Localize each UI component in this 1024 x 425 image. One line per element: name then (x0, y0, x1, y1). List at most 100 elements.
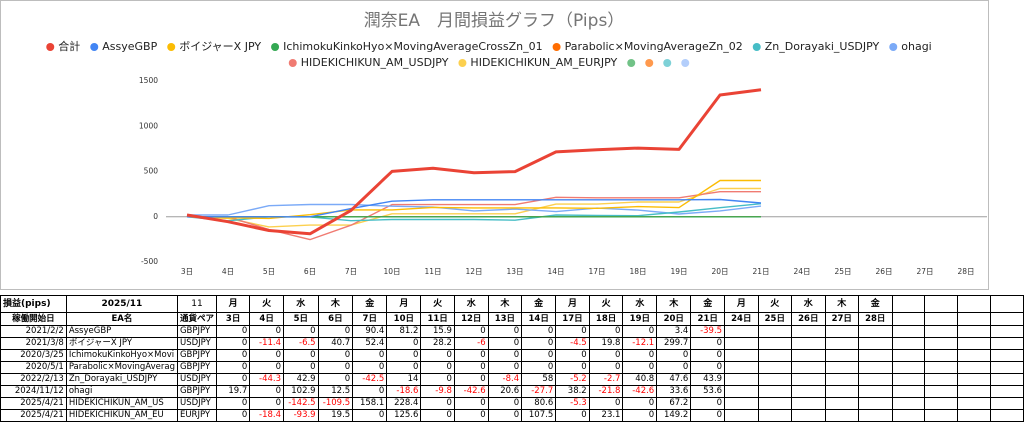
empty-cell (957, 312, 992, 326)
pips-value: 0 (453, 325, 489, 338)
series-line (187, 198, 762, 218)
empty-cell (924, 373, 959, 386)
pips-value: 0 (249, 325, 284, 338)
ea-name: HIDEKICHIKUN_AM_EU (65, 409, 178, 422)
empty-cell (924, 409, 959, 422)
empty-cell (990, 373, 1024, 386)
pips-value: 0 (317, 349, 354, 362)
pips-value: 0 (283, 349, 319, 362)
pips-value: 0 (555, 325, 590, 338)
empty-cell (791, 337, 826, 350)
currency-pair: USDJPY (176, 397, 217, 410)
ea-name: ohagi (65, 385, 178, 398)
pips-value: 149.2 (656, 409, 692, 422)
column-header: 稼働開始日 (0, 312, 67, 326)
chart-frame (0, 0, 989, 290)
pips-value: 0 (249, 349, 284, 362)
pips-value: 0 (317, 361, 354, 374)
pips-value: 0 (588, 361, 624, 374)
pips-value: 0 (352, 361, 388, 374)
pips-value: -9.8 (420, 385, 455, 398)
pips-value: 3.4 (656, 325, 692, 338)
x-tick-label: 24日 (793, 267, 810, 276)
pips-value: 0 (690, 361, 726, 374)
pips-value: 0 (453, 373, 489, 386)
date-header: 28日 (858, 312, 893, 326)
currency-pair: GBPJPY (176, 361, 217, 374)
empty-cell (858, 361, 893, 374)
sheet-row: 2022/2/13 Zn_Dorayaki_USDJPY USDJPY 0 -44.3 4… (0, 373, 1024, 386)
empty-cell (757, 349, 793, 362)
pips-value: 0 (249, 397, 284, 410)
sheet-row: 2025/4/21 HIDEKICHIKUN_AM_US USDJPY 0 0 -142.… (0, 397, 1024, 410)
ea-name: Parabolic×MovingAverag (65, 361, 178, 374)
x-tick-label: 20日 (711, 267, 728, 276)
series-line (186, 187, 761, 228)
pips-value: 0 (588, 325, 624, 338)
empty-cell (791, 397, 826, 410)
empty-cell (858, 409, 893, 422)
date-header: 25日 (757, 312, 793, 326)
pips-value: 12.5 (317, 385, 354, 398)
start-date: 2020/5/1 (0, 361, 67, 374)
pips-value: 43.9 (690, 373, 726, 386)
empty-cell (724, 325, 759, 338)
date-header: 7日 (352, 312, 388, 326)
pips-value: 0 (215, 325, 251, 338)
date-header: 17日 (555, 312, 590, 326)
pips-value: 42.9 (283, 373, 319, 386)
date-header: 5日 (283, 312, 319, 326)
empty-cell (990, 295, 1024, 313)
pips-value: 0 (453, 361, 489, 374)
empty-cell (891, 361, 926, 374)
start-date: 2021/2/2 (0, 325, 67, 338)
legend-marker (288, 59, 297, 67)
empty-cell (858, 373, 893, 386)
weekday-header: 木 (487, 295, 523, 313)
pips-value: 0 (555, 361, 590, 374)
pips-value: 0 (521, 337, 557, 350)
empty-cell (957, 409, 992, 422)
empty-cell (891, 409, 926, 422)
legend-marker (271, 43, 280, 51)
legend-marker (681, 59, 690, 67)
legend-label: HIDEKICHIKUN_AM_EURJPY (470, 56, 617, 69)
currency-pair: GBPJPY (176, 325, 217, 338)
empty-cell (990, 397, 1024, 410)
pips-value: -39.5 (690, 325, 726, 338)
weekday-header: 月 (555, 295, 590, 313)
start-date: 2024/11/12 (0, 385, 67, 398)
empty-cell (924, 361, 959, 374)
pips-value: 81.2 (386, 325, 422, 338)
empty-cell (957, 295, 992, 313)
date-header: 14日 (521, 312, 557, 326)
empty-cell (824, 409, 860, 422)
pips-value: 0 (453, 349, 489, 362)
legend-label: IchimokuKinkoHyo×MovingAverageCrossZn_01 (283, 40, 543, 53)
currency-pair: USDJPY (176, 373, 217, 386)
pips-value: 0 (690, 337, 726, 350)
pips-value: 15.9 (420, 325, 455, 338)
pips-value: 28.2 (420, 337, 455, 350)
pips-value: 58 (521, 373, 557, 386)
ea-name: HIDEKICHIKUN_AM_US (65, 397, 178, 410)
month-label: 2025/11 (65, 295, 178, 313)
date-header: 20日 (656, 312, 692, 326)
corner-label: 損益(pips) (0, 295, 67, 313)
legend-marker (645, 59, 654, 67)
pips-value: 0 (487, 409, 523, 422)
empty-cell (891, 349, 926, 362)
empty-cell (891, 397, 926, 410)
pips-value: -18.4 (249, 409, 284, 422)
weekday-header: 水 (791, 295, 826, 313)
sheet-row: 2025/4/21 HIDEKICHIKUN_AM_EU EURJPY 0 -18.4-… (0, 409, 1024, 422)
pips-value: 0 (283, 361, 319, 374)
pips-value: 0 (420, 373, 455, 386)
pips-value: 0 (352, 349, 388, 362)
currency-pair: GBPJPY (176, 349, 217, 362)
month-selector[interactable]: 11 (176, 295, 217, 313)
legend-marker (752, 43, 761, 51)
date-header: 18日 (588, 312, 624, 326)
pips-value: 0 (555, 409, 590, 422)
